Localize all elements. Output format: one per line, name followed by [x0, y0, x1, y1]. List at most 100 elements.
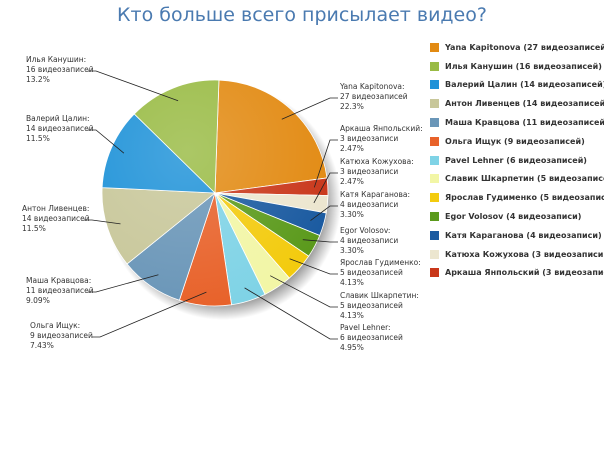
legend-label: Илья Канушин (16 видеозаписей)	[445, 61, 602, 71]
slice-label-percent: 11.5%	[22, 224, 46, 233]
slice-label-percent: 3.30%	[340, 210, 364, 219]
legend-swatch	[430, 155, 439, 165]
leader-line	[270, 275, 338, 308]
slice-label: Ярослав Гудименко: 5 видеозаписей 4.13%	[340, 258, 421, 288]
legend-label: Аркаша Янпольский (3 видеозаписи)	[445, 268, 604, 278]
leader-line	[88, 70, 179, 102]
slice-label-percent: 2.47%	[340, 177, 364, 186]
legend-swatch	[430, 212, 439, 222]
slice-label-percent: 7.43%	[30, 341, 54, 350]
leader-line	[313, 172, 338, 204]
slice-label-name: Славик Шкарпетин:	[340, 291, 419, 300]
slice-label: Валерий Цалин: 14 видеозаписей 11.5%	[26, 114, 94, 144]
legend-label: Pavel Lehner (6 видеозаписей)	[445, 155, 587, 165]
slice-label: Илья Канушин: 16 видеозаписей 13.2%	[26, 55, 94, 85]
legend-label: Egor Volosov (4 видеозаписи)	[445, 212, 582, 222]
legend-swatch	[430, 80, 439, 90]
leader-line	[302, 239, 338, 243]
legend-swatch	[430, 174, 439, 184]
slice-label-percent: 4.13%	[340, 278, 364, 287]
legend-item: Славик Шкарпетин (5 видеозаписей)	[430, 170, 604, 189]
slice-label-count: 4 видеозаписи	[340, 200, 399, 209]
leader-line	[289, 258, 338, 275]
leader-line	[88, 129, 125, 154]
slice-label-count: 5 видеозаписей	[340, 268, 403, 277]
slice-label-name: Ольга Ищук:	[30, 321, 81, 330]
leader-line	[281, 97, 338, 120]
legend-swatch	[430, 61, 439, 71]
slice-label-name: Катя Караганова:	[340, 190, 411, 199]
legend-swatch	[430, 193, 439, 203]
slice-label: Катя Караганова: 4 видеозаписи 3.30%	[340, 190, 410, 220]
slice-label-count: 14 видеозаписей	[22, 214, 90, 223]
slice-label-name: Илья Канушин:	[26, 55, 87, 64]
slice-label: Egor Volosov: 4 видеозаписи 3.30%	[340, 226, 398, 256]
leader-line	[84, 219, 121, 225]
slice-label-name: Yana Kapitonova:	[340, 82, 405, 91]
legend-label: Ярослав Гудименко (5 видеозаписей)	[445, 193, 604, 203]
slice-label-count: 16 видеозаписей	[26, 65, 94, 74]
leader-line	[313, 139, 338, 188]
slice-label: Катюха Кожухова: 3 видеозаписи 2.47%	[340, 157, 414, 187]
slice-label-count: 6 видеозаписей	[340, 333, 403, 342]
slice-label-count: 3 видеозаписи	[340, 134, 399, 143]
slice-label-percent: 4.95%	[340, 343, 364, 352]
slice-label-count: 14 видеозаписей	[26, 124, 94, 133]
slice-label-name: Валерий Цалин:	[26, 114, 90, 123]
legend-label: Ольга Ищук (9 видеозаписей)	[445, 136, 585, 146]
legend-swatch	[430, 118, 439, 128]
legend-item: Pavel Lehner (6 видеозаписей)	[430, 151, 604, 170]
slice-label-name: Egor Volosov:	[340, 226, 391, 235]
slice-label: Yana Kapitonova: 27 видеозаписей 22.3%	[340, 82, 408, 112]
legend-label: Валерий Цалин (14 видеозаписей)	[445, 80, 604, 90]
slice-label-percent: 9.09%	[26, 296, 50, 305]
slice-label-percent: 22.3%	[340, 102, 364, 111]
legend-label: Антон Ливенцев (14 видеозаписей)	[445, 99, 604, 109]
legend-item: Ольга Ищук (9 видеозаписей)	[430, 132, 604, 151]
slice-label-percent: 2.47%	[340, 144, 364, 153]
legend-item: Ярослав Гудименко (5 видеозаписей)	[430, 188, 604, 207]
slice-label: Маша Кравцова: 11 видеозаписей 9.09%	[26, 276, 94, 306]
legend-item: Илья Канушин (16 видеозаписей)	[430, 57, 604, 76]
slice-label-name: Маша Кравцова:	[26, 276, 92, 285]
legend: Yana Kapitonova (27 видеозаписей) Илья Ка…	[430, 38, 604, 282]
leader-line	[92, 291, 207, 338]
slice-label: Pavel Lehner: 6 видеозаписей 4.95%	[340, 323, 403, 353]
slice-label: Антон Ливенцев: 14 видеозаписей 11.5%	[22, 204, 90, 234]
slice-label-count: 9 видеозаписей	[30, 331, 93, 340]
chart-title: Кто больше всего присылает видео?	[117, 4, 487, 26]
pie-highlight	[102, 80, 328, 306]
leader-line	[244, 287, 338, 340]
slice-label-percent: 11.5%	[26, 134, 50, 143]
slice-label-count: 4 видеозаписи	[340, 236, 399, 245]
slice-label-name: Аркаша Янпольский:	[340, 124, 423, 133]
slice-label-count: 11 видеозаписей	[26, 286, 94, 295]
slice-label-name: Антон Ливенцев:	[22, 204, 90, 213]
legend-item: Egor Volosov (4 видеозаписи)	[430, 207, 604, 226]
legend-item: Маша Кравцова (11 видеозаписей)	[430, 113, 604, 132]
legend-item: Катюха Кожухова (3 видеозаписи)	[430, 245, 604, 264]
slice-label-percent: 3.30%	[340, 246, 364, 255]
leader-line	[310, 205, 338, 221]
legend-swatch	[430, 136, 439, 146]
legend-label: Маша Кравцова (11 видеозаписей)	[445, 118, 604, 128]
legend-label: Катюха Кожухова (3 видеозаписи)	[445, 249, 604, 259]
legend-label: Катя Караганова (4 видеозаписи)	[445, 230, 602, 240]
legend-swatch	[430, 268, 439, 278]
legend-swatch	[430, 99, 439, 109]
legend-item: Катя Караганова (4 видеозаписи)	[430, 226, 604, 245]
slice-label-count: 3 видеозаписи	[340, 167, 399, 176]
slice-label-name: Катюха Кожухова:	[340, 157, 414, 166]
legend-item: Антон Ливенцев (14 видеозаписей)	[430, 94, 604, 113]
slice-label: Ольга Ищук: 9 видеозаписей 7.43%	[30, 321, 93, 351]
legend-label: Славик Шкарпетин (5 видеозаписей)	[445, 174, 604, 184]
slice-label-name: Ярослав Гудименко:	[340, 258, 421, 267]
slice-label-count: 5 видеозаписей	[340, 301, 403, 310]
legend-swatch	[430, 249, 439, 259]
leader-line	[88, 274, 159, 293]
legend-label: Yana Kapitonova (27 видеозаписей)	[445, 42, 604, 52]
legend-swatch	[430, 42, 439, 52]
legend-item: Аркаша Янпольский (3 видеозаписи)	[430, 264, 604, 283]
legend-swatch	[430, 230, 439, 240]
